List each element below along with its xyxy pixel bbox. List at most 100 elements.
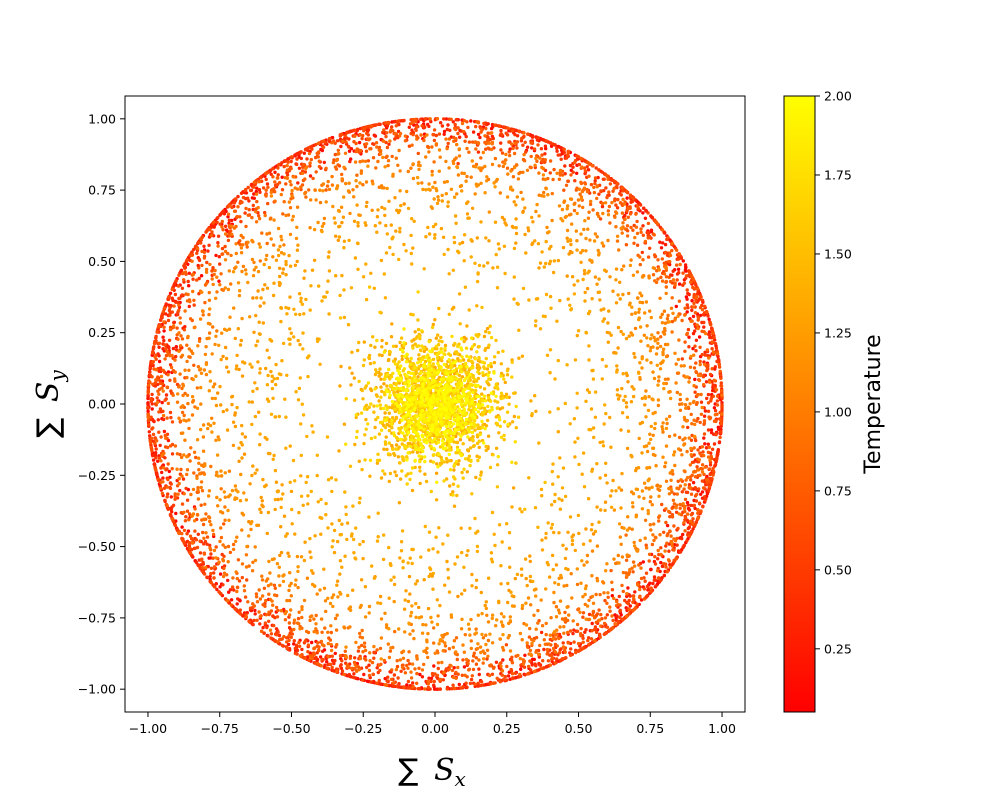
scatter-point	[506, 636, 510, 640]
scatter-point	[162, 466, 166, 470]
scatter-point	[605, 601, 609, 605]
scatter-point	[226, 238, 231, 243]
scatter-point	[217, 255, 221, 259]
scatter-point	[169, 495, 173, 499]
scatter-point	[281, 212, 285, 216]
scatter-point	[364, 180, 369, 184]
scatter-point	[627, 291, 631, 296]
scatter-point	[689, 513, 694, 517]
scatter-point	[604, 173, 608, 177]
scatter-point	[649, 495, 653, 499]
scatter-point	[484, 633, 488, 637]
scatter-point	[315, 631, 319, 635]
scatter-point	[487, 141, 491, 145]
scatter-point	[417, 167, 421, 172]
scatter-point	[382, 658, 386, 663]
scatter-point	[689, 446, 693, 451]
scatter-point	[467, 668, 471, 672]
scatter-point	[579, 197, 584, 201]
scatter-point	[196, 488, 200, 492]
scatter-point	[411, 121, 415, 125]
scatter-point	[447, 647, 452, 651]
scatter-point	[330, 665, 334, 670]
scatter-point	[150, 351, 155, 355]
scatter-point	[597, 168, 601, 172]
scatter-point	[673, 351, 677, 355]
scatter-point	[519, 667, 523, 671]
scatter-point	[204, 531, 208, 535]
scatter-point	[587, 210, 591, 214]
scatter-point	[344, 655, 348, 660]
scatter-point	[358, 133, 362, 137]
scatter-point	[176, 492, 180, 496]
scatter-point	[664, 291, 668, 296]
scatter-point	[688, 365, 693, 369]
scatter-point	[695, 323, 699, 327]
scatter-point	[391, 172, 395, 176]
scatter-point	[430, 620, 434, 624]
scatter-point	[620, 268, 624, 272]
scatter-point	[575, 622, 580, 627]
scatter-point	[221, 557, 225, 562]
scatter-point	[694, 338, 699, 342]
scatter-point	[659, 275, 663, 279]
scatter-point	[269, 632, 274, 636]
scatter-point	[287, 634, 291, 638]
scatter-point	[167, 295, 171, 299]
scatter-point	[708, 372, 713, 377]
scatter-point	[680, 402, 684, 406]
scatter-point	[719, 422, 723, 426]
scatter-point	[406, 169, 410, 174]
scatter-point	[638, 203, 643, 207]
scatter-point	[694, 499, 699, 503]
scatter-point	[656, 277, 660, 281]
scatter-point	[443, 641, 447, 645]
scatter-point	[477, 667, 481, 671]
scatter-point	[340, 132, 344, 136]
scatter-point	[423, 687, 427, 691]
scatter-point	[254, 592, 259, 596]
scatter-point	[628, 263, 633, 268]
scatter-point	[271, 603, 275, 607]
scatter-point	[212, 571, 216, 575]
scatter-point	[209, 233, 213, 238]
scatter-point	[351, 188, 355, 192]
scatter-point	[300, 171, 305, 175]
scatter-point	[677, 299, 682, 303]
scatter-point	[167, 345, 171, 350]
scatter-point	[696, 511, 700, 515]
scatter-point	[630, 501, 635, 505]
scatter-point	[148, 440, 153, 444]
scatter-point	[640, 489, 645, 493]
scatter-point	[146, 401, 150, 405]
scatter-point	[665, 569, 670, 574]
scatter-point	[686, 503, 690, 507]
scatter-point	[700, 445, 705, 449]
scatter-point	[314, 170, 318, 174]
scatter-point	[170, 296, 174, 300]
scatter-point	[675, 263, 679, 267]
scatter-point	[349, 147, 354, 151]
scatter-point	[637, 310, 641, 314]
scatter-point	[285, 598, 289, 603]
scatter-point	[575, 171, 579, 175]
scatter-point	[574, 229, 578, 233]
scatter-point	[687, 483, 692, 487]
scatter-point	[241, 264, 246, 269]
scatter-point	[234, 607, 238, 611]
scatter-point	[180, 474, 184, 478]
scatter-point	[579, 581, 583, 585]
scatter-point	[213, 268, 217, 273]
scatter-point	[693, 311, 698, 315]
scatter-point	[195, 545, 200, 550]
scatter-point	[403, 671, 408, 675]
scatter-point	[435, 117, 440, 121]
scatter-point	[203, 502, 207, 506]
scatter-point	[558, 625, 562, 629]
scatter-point	[522, 659, 526, 663]
scatter-point	[369, 680, 373, 684]
scatter-point	[698, 345, 702, 349]
scatter-point	[702, 436, 706, 440]
scatter-point	[171, 324, 176, 328]
scatter-point	[181, 384, 186, 388]
